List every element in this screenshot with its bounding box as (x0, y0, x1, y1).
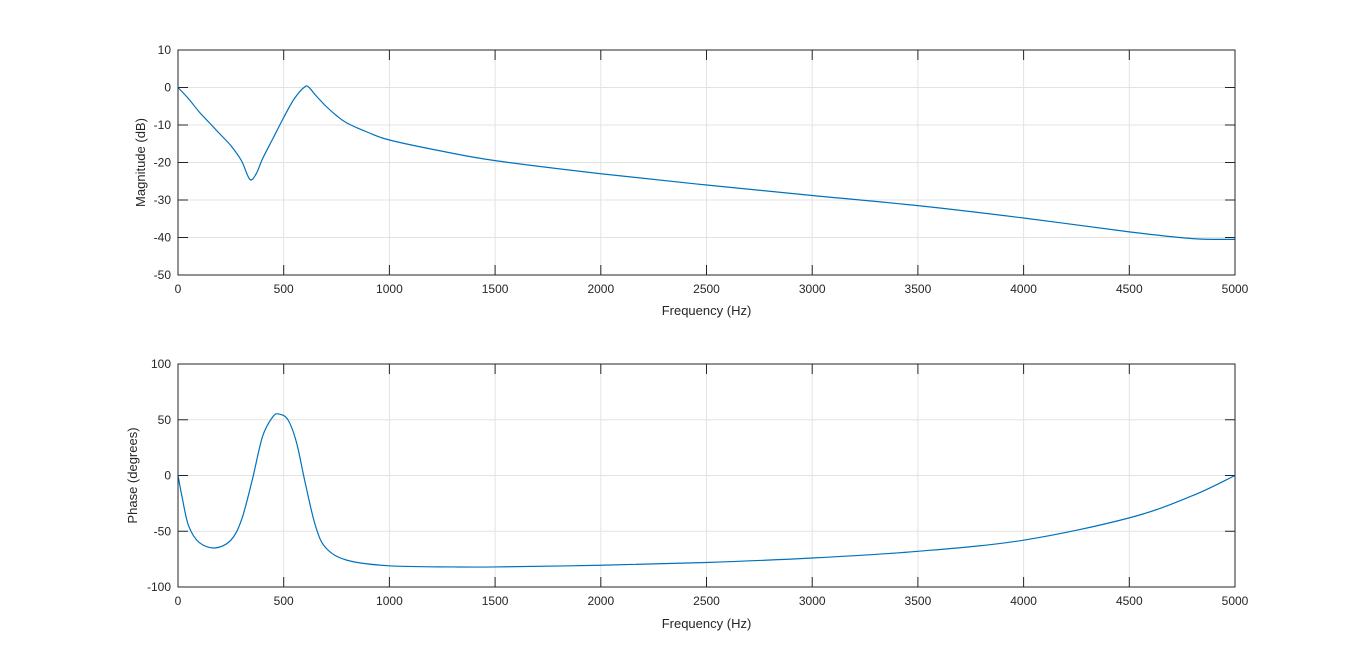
x-tick-label: 4500 (1116, 594, 1143, 608)
y-tick-label: 50 (158, 413, 172, 427)
x-tick-label: 1000 (376, 282, 403, 296)
x-tick-label: 1000 (376, 594, 403, 608)
x-tick-label: 2000 (587, 282, 614, 296)
y-tick-label: 0 (164, 81, 171, 95)
y-tick-label: -40 (154, 231, 172, 245)
y-tick-label: 100 (151, 357, 171, 371)
axes-box (177, 49, 1236, 276)
y-tick-label: -20 (154, 156, 172, 170)
x-tick-label: 3000 (799, 594, 826, 608)
data-line (177, 85, 1236, 241)
x-tick-label: 2500 (693, 282, 720, 296)
x-axis-label: Frequency (Hz) (662, 303, 752, 318)
x-tick-label: 5000 (1222, 594, 1249, 608)
x-tick-label: 3500 (905, 594, 932, 608)
x-axis-label: Frequency (Hz) (662, 616, 752, 631)
x-tick-label: 5000 (1222, 282, 1249, 296)
x-tick-label: 3000 (799, 282, 826, 296)
axes-box (177, 363, 1236, 588)
x-tick-label: 3500 (905, 282, 932, 296)
x-tick-label: 500 (274, 594, 294, 608)
y-tick-label: -50 (154, 524, 172, 538)
y-tick-label: -30 (154, 193, 172, 207)
y-tick-label: -10 (154, 118, 172, 132)
x-tick-label: 0 (175, 282, 182, 296)
y-tick-label: 0 (164, 469, 171, 483)
axes-phase: 0 500 1000 1500 2000 2500 3000 3500 4000 4500 5000… (125, 357, 1249, 631)
x-tick-label: 2500 (693, 594, 720, 608)
y-tick-label: 10 (158, 43, 172, 57)
y-tick-label: -50 (154, 268, 172, 282)
data-line (177, 413, 1236, 568)
x-tick-label: 2000 (587, 594, 614, 608)
x-tick-label: 500 (274, 282, 294, 296)
x-tick-label: 0 (175, 594, 182, 608)
y-axis-label: Phase (degrees) (125, 427, 140, 523)
x-tick-label: 4500 (1116, 282, 1143, 296)
x-tick-label: 1500 (482, 594, 509, 608)
x-tick-label: 1500 (482, 282, 509, 296)
y-axis-label: Magnitude (dB) (133, 118, 148, 207)
x-tick-label: 4000 (1010, 594, 1037, 608)
y-tick-label: -100 (147, 580, 171, 594)
x-tick-label: 4000 (1010, 282, 1037, 296)
axes-magnitude: 0 500 1000 1500 2000 2500 3000 3500 4000 4500 5000… (133, 43, 1249, 318)
